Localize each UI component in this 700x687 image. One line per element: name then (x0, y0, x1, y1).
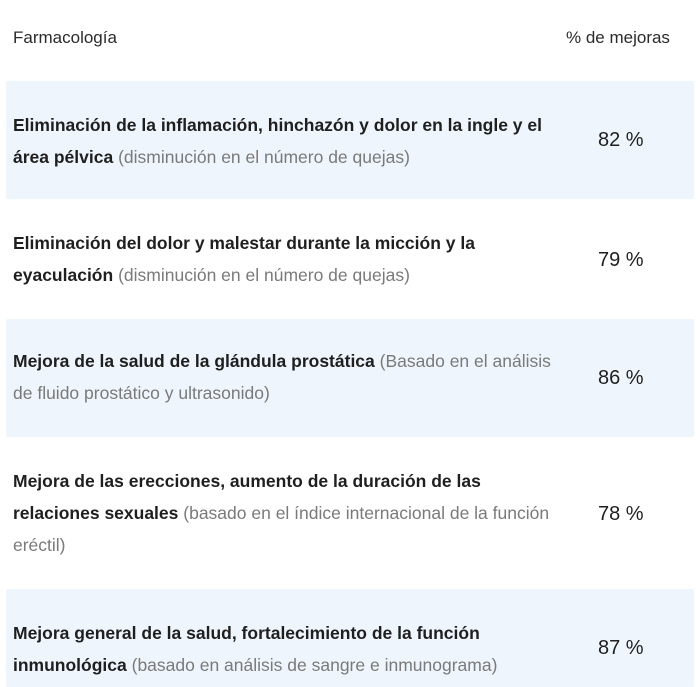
row-description: Mejora de las erecciones, aumento de la … (13, 465, 558, 561)
row-description: Eliminación de la inflamación, hinchazón… (13, 109, 558, 173)
row-note-text: (Basado en el análisis de fluido prostát… (13, 351, 551, 403)
row-note-text: (disminución en el número de quejas) (118, 265, 410, 285)
row-description: Mejora de la salud de la glándula prostá… (13, 345, 558, 409)
row-percentage: 86 % (598, 367, 644, 389)
row-percentage: 79 % (598, 249, 644, 271)
row-main-text: Mejora de las erecciones, aumento de la … (13, 471, 481, 523)
table-row: Eliminación del dolor y malestar durante… (6, 201, 694, 317)
table-header: Farmacología % de mejoras (0, 0, 700, 78)
row-percentage: 87 % (598, 637, 644, 659)
row-note-text: (basado en análisis de sangre e inmunogr… (131, 655, 498, 675)
table-row: Mejora general de la salud, fortalecimie… (6, 589, 694, 687)
row-main-text: Eliminación del dolor y malestar durante… (13, 233, 475, 285)
row-description: Mejora general de la salud, fortalecimie… (13, 617, 558, 681)
row-percentage: 78 % (598, 503, 644, 525)
table-row: Mejora de la salud de la glándula prostá… (6, 319, 694, 437)
table-row: Eliminación de la inflamación, hinchazón… (6, 81, 694, 199)
row-note-text: (basado en el índice internacional de la… (13, 503, 550, 555)
column-header-pharmacology: Farmacología (13, 28, 117, 47)
table-row: Mejora de las erecciones, aumento de la … (6, 439, 694, 587)
row-main-text: Mejora de la salud de la glándula prostá… (13, 351, 375, 371)
row-main-text: Eliminación de la inflamación, hinchazón… (13, 115, 542, 167)
row-main-text: Mejora general de la salud, fortalecimie… (13, 623, 480, 675)
row-description: Eliminación del dolor y malestar durante… (13, 227, 558, 291)
row-note-text: (disminución en el número de quejas) (118, 147, 410, 167)
column-header-improvement: % de mejoras (566, 28, 670, 47)
row-percentage: 82 % (598, 129, 644, 151)
